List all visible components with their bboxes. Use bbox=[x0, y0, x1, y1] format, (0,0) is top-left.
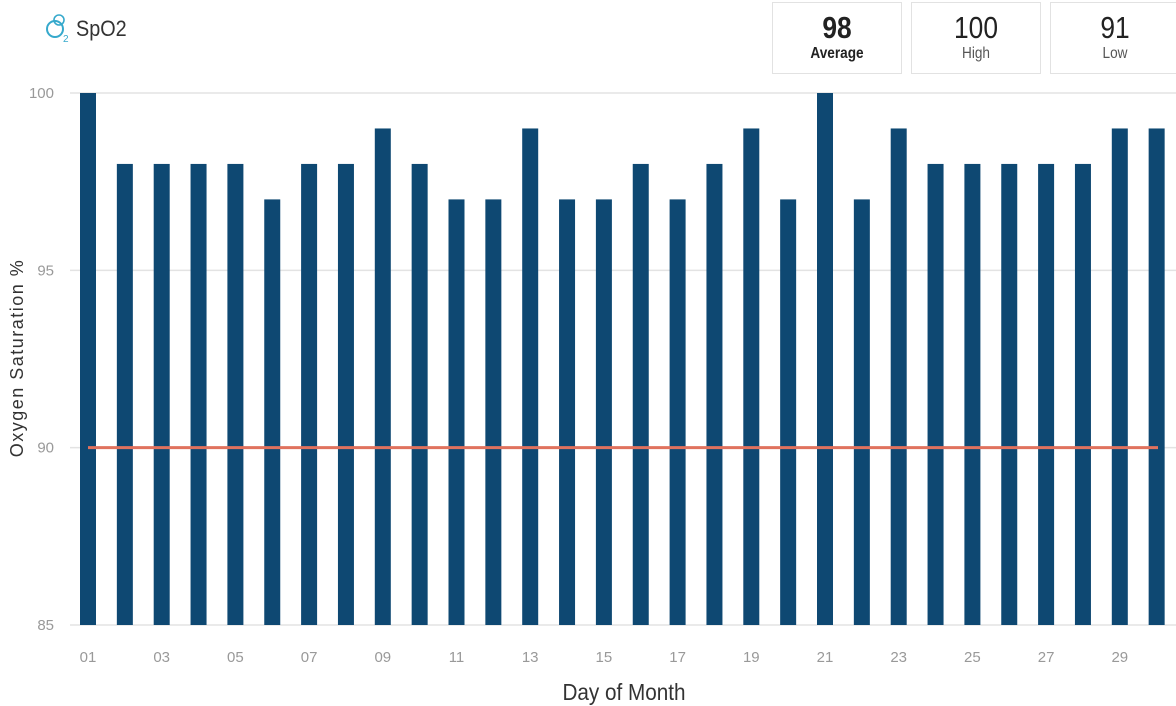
bar[interactable] bbox=[153, 163, 170, 625]
y-tick-label: 90 bbox=[37, 440, 54, 457]
x-tick-label: 07 bbox=[301, 649, 318, 666]
bar[interactable] bbox=[485, 199, 502, 625]
bar[interactable] bbox=[227, 163, 244, 625]
y-axis-ticks: 85 90 95 100 bbox=[29, 85, 54, 634]
bar[interactable] bbox=[632, 163, 649, 625]
bar[interactable] bbox=[448, 199, 465, 625]
x-tick-label: 15 bbox=[596, 649, 613, 666]
bar[interactable] bbox=[669, 199, 686, 625]
x-tick-label: 09 bbox=[374, 649, 391, 666]
x-tick-label: 21 bbox=[817, 649, 834, 666]
bar[interactable] bbox=[890, 128, 907, 625]
stat-high-value: 100 bbox=[954, 10, 998, 45]
title-group: 2 SpO2 bbox=[44, 12, 132, 46]
stat-low-value: 91 bbox=[1100, 10, 1130, 45]
bar[interactable] bbox=[374, 128, 391, 625]
x-tick-label: 13 bbox=[522, 649, 539, 666]
bar[interactable] bbox=[1074, 163, 1091, 625]
bar[interactable] bbox=[853, 199, 870, 625]
bar[interactable] bbox=[190, 163, 207, 625]
x-tick-label: 17 bbox=[669, 649, 686, 666]
bar[interactable] bbox=[964, 163, 981, 625]
stat-low: 91 Low bbox=[1050, 2, 1176, 74]
y-tick-label: 85 bbox=[37, 617, 54, 634]
svg-text:2: 2 bbox=[63, 34, 69, 45]
x-tick-label: 03 bbox=[153, 649, 170, 666]
stat-average-value: 98 bbox=[822, 10, 852, 45]
header: 2 SpO2 98 Average 100 High 91 Low bbox=[0, 0, 1176, 82]
x-tick-label: 29 bbox=[1111, 649, 1128, 666]
bar[interactable] bbox=[301, 163, 318, 625]
stat-high: 100 High bbox=[911, 2, 1041, 74]
x-tick-label: 27 bbox=[1038, 649, 1055, 666]
bar[interactable] bbox=[817, 93, 833, 625]
y-tick-label: 100 bbox=[29, 85, 54, 102]
bar[interactable] bbox=[411, 163, 428, 625]
x-tick-label: 23 bbox=[890, 649, 907, 666]
bar[interactable] bbox=[522, 128, 539, 625]
x-tick-label: 19 bbox=[743, 649, 760, 666]
page-title: SpO2 bbox=[76, 16, 127, 41]
x-axis-title: Day of Month bbox=[562, 679, 685, 705]
bars bbox=[80, 93, 1165, 625]
bar[interactable] bbox=[1111, 128, 1128, 625]
x-tick-label: 01 bbox=[80, 649, 97, 666]
stat-average-label: Average bbox=[810, 45, 864, 62]
bar[interactable] bbox=[927, 163, 944, 625]
x-tick-label: 05 bbox=[227, 649, 244, 666]
bar[interactable] bbox=[116, 163, 133, 625]
bar[interactable] bbox=[559, 199, 576, 625]
y-axis-title: Oxygen Saturation % bbox=[7, 259, 27, 458]
x-tick-label: 11 bbox=[449, 649, 465, 666]
stat-low-label: Low bbox=[1102, 45, 1128, 62]
stat-high-label: High bbox=[962, 45, 990, 62]
bar[interactable] bbox=[337, 163, 354, 625]
bar[interactable] bbox=[264, 199, 281, 625]
bar[interactable] bbox=[706, 163, 723, 625]
x-axis-ticks: 01 03 05 07 09 11 13 15 17 19 21 23 25 27 29 bbox=[80, 649, 1128, 666]
y-tick-label: 95 bbox=[37, 262, 54, 279]
bar[interactable] bbox=[780, 199, 797, 625]
stat-average: 98 Average bbox=[772, 2, 902, 74]
o2-icon: 2 bbox=[44, 12, 72, 46]
x-tick-label: 25 bbox=[964, 649, 981, 666]
bar[interactable] bbox=[1148, 128, 1165, 625]
bar[interactable] bbox=[595, 199, 612, 625]
bar[interactable] bbox=[1001, 163, 1018, 625]
bar[interactable] bbox=[80, 93, 96, 625]
bar[interactable] bbox=[743, 128, 760, 625]
bar[interactable] bbox=[1038, 163, 1055, 625]
